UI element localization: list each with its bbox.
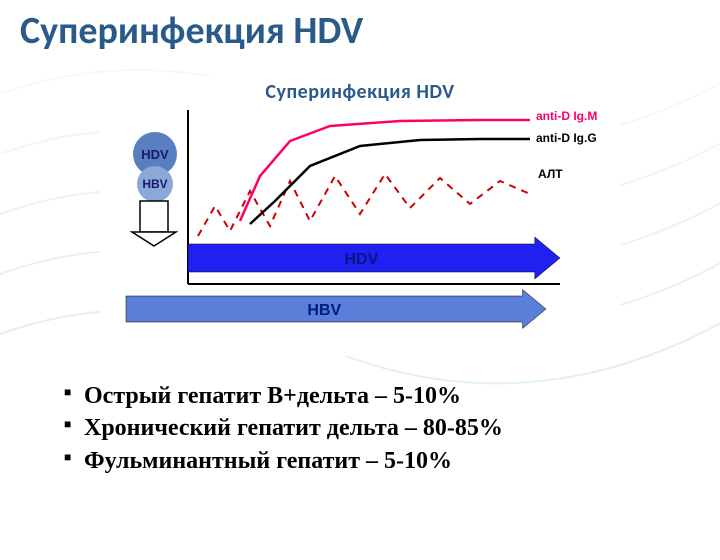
hbv-circle: HBV [137,166,173,202]
hbv-bar-arrow: HBV [126,290,546,329]
slide-title: Суперинфекция HDV [20,8,363,54]
list-item: Фульминантный гепатит – 5-10% [64,445,664,477]
svg-text:HDV: HDV [345,251,379,268]
svg-text:HBV: HBV [307,302,341,319]
bullet-list: Острый гепатит В+дельта – 5-10% Хроничес… [64,380,664,477]
list-item: Острый гепатит В+дельта – 5-10% [64,380,664,412]
svg-text:HBV: HBV [142,177,167,191]
chart-svg: HDV HBV anti-D Ig.M anti-D Ig.G АЛТ HDV … [100,106,620,356]
hdv-bar-arrow: HDV [188,237,560,279]
svg-text:HDV: HDV [141,147,169,162]
chart-container: Суперинфекция HDV HDV HBV anti-D Ig.M an… [100,76,620,356]
down-arrow-icon [132,201,176,246]
anti-d-igm-curve [240,120,530,221]
alt-label: АЛТ [538,167,563,181]
chart-title: Суперинфекция HDV [100,80,620,104]
anti-d-igm-label: anti-D Ig.M [536,109,597,123]
anti-d-igg-label: anti-D Ig.G [536,131,597,145]
list-item: Хронический гепатит дельта – 80-85% [64,412,664,444]
